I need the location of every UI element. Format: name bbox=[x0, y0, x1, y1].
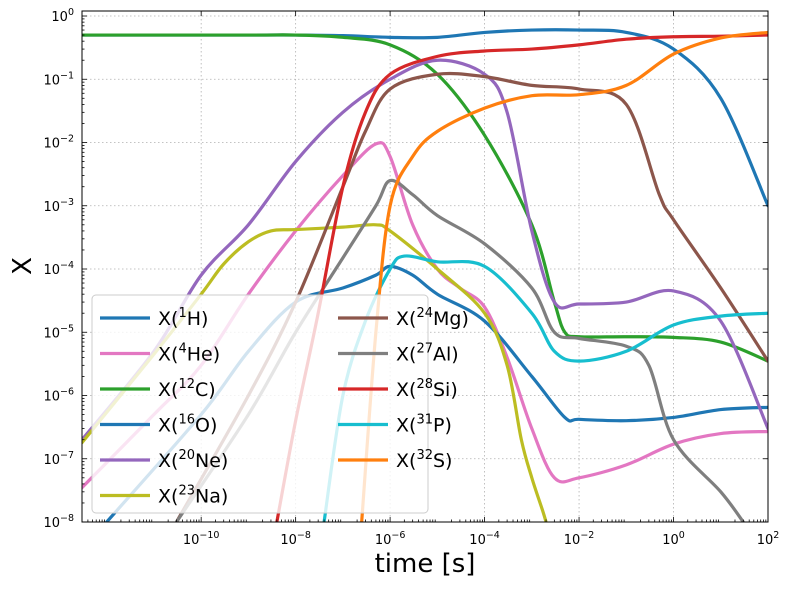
x-tick-label: 10−10 bbox=[183, 530, 220, 548]
legend-entry: X(4He) bbox=[158, 342, 220, 366]
series-32s-line bbox=[360, 30, 768, 522]
y-axis-label: X bbox=[8, 257, 38, 275]
legend-entry: X(31P) bbox=[396, 413, 452, 437]
series-23na-line bbox=[82, 223, 548, 522]
plot-frame bbox=[81, 10, 769, 523]
axis-ticks bbox=[81, 11, 769, 523]
y-tick-labels: 10−8 10−7 10−6 10−5 10−4 10−3 10−2 10−1 100 bbox=[43, 7, 74, 531]
legend-entry: X(32S) bbox=[396, 448, 452, 472]
legend-entry: X(28Si) bbox=[396, 377, 458, 401]
x-tick-label: 10−8 bbox=[280, 530, 311, 548]
x-tick-label: 10−2 bbox=[564, 530, 595, 548]
x-tick-label: 10−4 bbox=[469, 530, 500, 548]
y-tick-label: 100 bbox=[51, 7, 74, 25]
legend-entry: X(27Al) bbox=[396, 342, 459, 366]
x-tick-label: 100 bbox=[662, 530, 685, 548]
legend-entry: X(1H) bbox=[158, 306, 208, 330]
y-tick-label: 10−1 bbox=[43, 70, 74, 88]
x-axis-label: time [s] bbox=[375, 549, 476, 579]
legend-entry: X(23Na) bbox=[158, 484, 228, 508]
y-tick-label: 10−4 bbox=[43, 260, 74, 278]
legend: X(1H) X(4He) X(12C) X(16O) X(20Ne) X(23Na) X(2… bbox=[91, 294, 469, 514]
x-tick-label: 10−6 bbox=[375, 530, 406, 548]
series-20ne-line bbox=[82, 58, 768, 442]
y-tick-label: 10−5 bbox=[43, 323, 74, 341]
y-tick-label: 10−8 bbox=[43, 513, 74, 531]
legend-entry: X(12C) bbox=[158, 377, 216, 401]
legend-entry: X(20Ne) bbox=[158, 448, 228, 472]
legend-entry: X(24Mg) bbox=[396, 306, 469, 330]
legend-box bbox=[91, 294, 429, 514]
x-tick-labels: 10−10 10−8 10−6 10−4 10−2 100 102 bbox=[183, 530, 779, 548]
y-tick-label: 10−2 bbox=[43, 134, 74, 152]
y-tick-label: 10−6 bbox=[43, 387, 74, 405]
y-tick-label: 10−7 bbox=[43, 450, 74, 468]
y-tick-label: 10−3 bbox=[43, 197, 74, 215]
x-tick-label: 102 bbox=[757, 530, 780, 548]
legend-entry: X(16O) bbox=[158, 413, 217, 437]
